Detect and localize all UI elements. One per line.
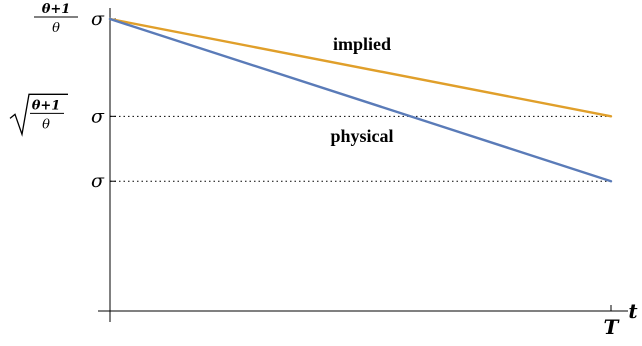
y-tick-sigma: σ: [91, 170, 105, 192]
series-line-physical: [108, 17, 613, 183]
y-tick-labels: σ θ+1 θ σ θ+1 θ σ: [9, 2, 105, 192]
y-tick-denominator: θ: [42, 117, 50, 132]
y-tick-sigma: σ: [91, 8, 105, 30]
series-lines: [108, 17, 613, 183]
y-tick-numerator: θ+1: [42, 2, 71, 17]
x-axis-label: t: [628, 299, 638, 323]
series-label-physical: physical: [330, 126, 393, 146]
series-labels: implied physical: [330, 34, 393, 146]
axes: [98, 8, 628, 322]
y-tick-denominator: θ: [52, 21, 60, 36]
y-tick-numerator: θ+1: [32, 98, 61, 113]
sqrt-icon: [9, 93, 68, 137]
y-tick-sigma: σ: [91, 105, 105, 127]
series-label-implied: implied: [333, 34, 391, 54]
x-tick-label-T: T: [604, 315, 621, 339]
x-tick-labels: Tt: [604, 299, 639, 339]
series-line-implied: [108, 17, 613, 118]
